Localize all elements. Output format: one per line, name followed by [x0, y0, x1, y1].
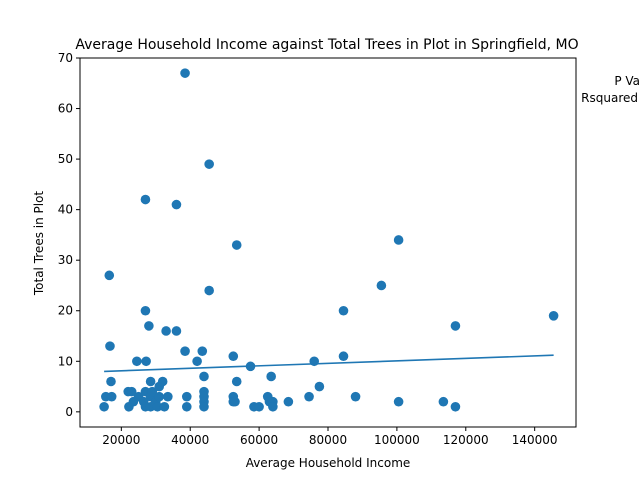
- x-tick-label: 40000: [171, 433, 209, 447]
- chart-title: Average Household Income against Total T…: [75, 37, 578, 53]
- y-axis: 0 10 20 30 40 50 60 70: [58, 51, 80, 419]
- data-point: [132, 356, 142, 367]
- data-point: [154, 391, 165, 402]
- data-point: [450, 321, 461, 331]
- y-tick-label: 40: [58, 203, 73, 217]
- y-axis-label: Total Trees in Plot: [32, 191, 46, 297]
- x-tick-label: 140000: [512, 433, 558, 447]
- data-point: [126, 386, 137, 397]
- x-axis: 20000 40000 60000 80000 100000 120000 140000: [102, 427, 558, 447]
- x-tick-label: 80000: [309, 433, 347, 447]
- data-point: [163, 391, 173, 402]
- data-point: [159, 401, 170, 412]
- y-tick-label: 0: [65, 405, 73, 419]
- trend-line: [104, 354, 554, 373]
- y-tick-label: 10: [58, 354, 73, 368]
- data-point: [450, 401, 461, 412]
- data-point: [106, 376, 116, 387]
- data-point: [204, 285, 214, 296]
- data-point: [106, 391, 117, 402]
- data-point: [145, 376, 156, 387]
- data-point: [438, 396, 449, 407]
- y-tick-label: 30: [58, 253, 73, 267]
- data-point: [254, 401, 264, 412]
- data-point: [231, 240, 242, 250]
- data-point: [141, 356, 151, 367]
- data-point: [105, 341, 115, 351]
- data-point: [393, 235, 404, 245]
- data-point: [304, 391, 314, 402]
- data-point: [181, 401, 192, 412]
- x-tick-label: 20000: [102, 433, 140, 447]
- data-point: [350, 391, 361, 402]
- data-point: [204, 159, 214, 169]
- y-tick-label: 70: [58, 51, 73, 65]
- data-point: [171, 199, 182, 210]
- data-point: [140, 194, 151, 205]
- data-point: [266, 371, 276, 382]
- data-point: [268, 401, 278, 412]
- data-point: [314, 381, 325, 392]
- data-point: [157, 376, 168, 387]
- data-point: [548, 310, 559, 321]
- y-tick-label: 60: [58, 102, 73, 116]
- data-point: [161, 326, 171, 336]
- data-point: [283, 396, 294, 407]
- data-point: [228, 351, 239, 362]
- y-tick-label: 50: [58, 152, 73, 166]
- data-point: [180, 346, 190, 356]
- rsquared-annotation: Rsquared: [581, 91, 638, 105]
- data-point: [192, 356, 202, 367]
- data-point: [376, 280, 387, 291]
- data-point: [338, 305, 349, 316]
- data-point: [171, 326, 182, 336]
- data-point: [152, 401, 163, 412]
- data-point: [230, 396, 240, 407]
- x-tick-label: 60000: [240, 433, 278, 447]
- data-point: [181, 391, 192, 402]
- data-point: [140, 305, 151, 316]
- p-value-annotation: P Va: [614, 74, 640, 88]
- x-tick-label: 120000: [443, 433, 489, 447]
- data-point: [231, 376, 242, 387]
- y-tick-label: 20: [58, 304, 73, 318]
- data-point: [197, 346, 208, 356]
- plot-area: [99, 68, 559, 412]
- data-point: [393, 396, 404, 407]
- data-point: [199, 401, 209, 412]
- data-point: [147, 386, 158, 397]
- plot-frame: [79, 57, 577, 428]
- x-tick-label: 100000: [374, 433, 420, 447]
- data-point: [199, 371, 209, 382]
- data-point: [144, 321, 154, 331]
- data-point: [99, 401, 109, 412]
- data-point: [180, 68, 190, 78]
- data-point: [104, 270, 115, 281]
- x-axis-label: Average Household Income: [246, 456, 411, 470]
- data-point: [338, 351, 349, 362]
